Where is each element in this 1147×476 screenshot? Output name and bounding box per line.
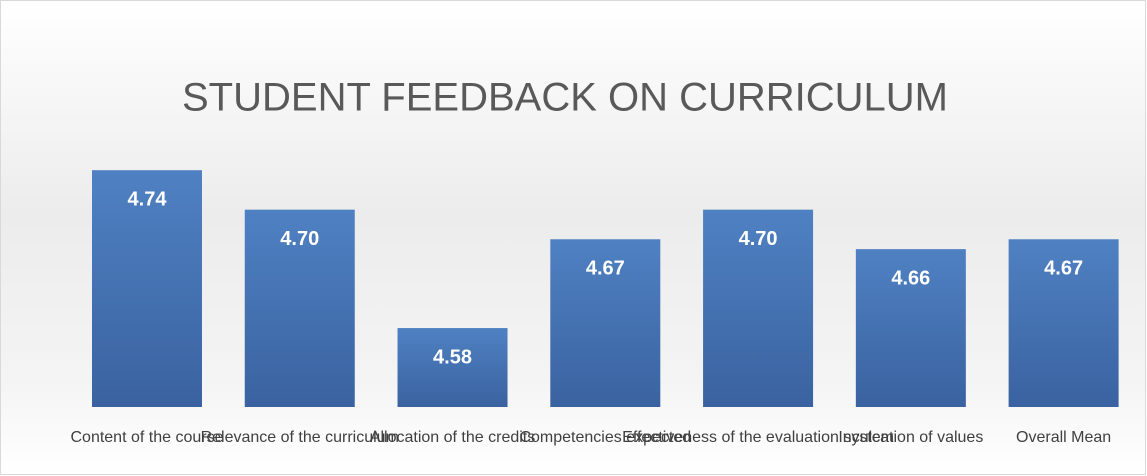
data-label: 4.58 (433, 346, 472, 368)
x-tick-label: Effectiveness of the evaluation system (622, 429, 894, 446)
x-tick-label: Overall Mean (1016, 429, 1111, 446)
data-label: 4.70 (280, 228, 319, 250)
bar (91, 170, 202, 407)
bar (1008, 239, 1119, 407)
x-tick-label: Allocation of the credits (370, 429, 535, 446)
bar (550, 239, 661, 407)
x-tick-label: Inculcation of values (838, 429, 983, 446)
data-label: 4.67 (586, 258, 625, 280)
x-tick-label: Content of the course (70, 429, 223, 446)
bar (397, 328, 508, 407)
data-label: 4.66 (891, 267, 930, 289)
data-label: 4.74 (128, 188, 168, 210)
chart-title: STUDENT FEEDBACK ON CURRICULUM (182, 76, 948, 120)
bar (703, 209, 814, 407)
data-label: 4.70 (739, 228, 778, 250)
bar (244, 209, 355, 407)
bar (855, 249, 966, 407)
x-tick-label: Competencies expected (519, 429, 691, 446)
x-tick-label: Relevance of the curriculum (201, 429, 399, 446)
data-label: 4.67 (1044, 258, 1083, 280)
